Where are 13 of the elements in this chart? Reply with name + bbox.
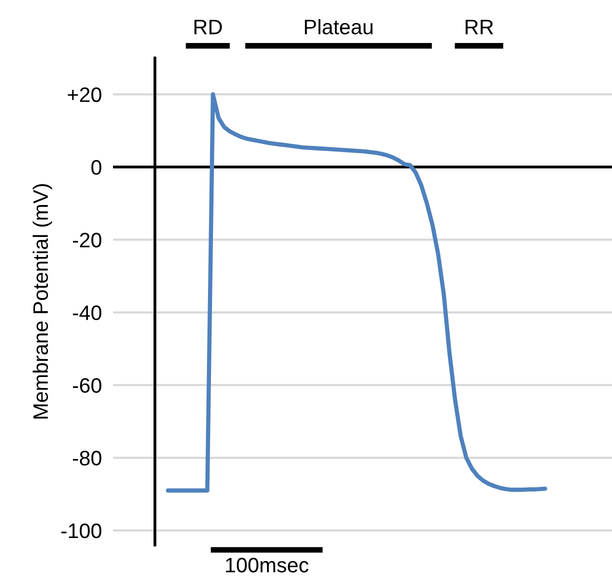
y-tick-label: -20 — [72, 232, 102, 248]
y-tick-label: -40 — [72, 305, 102, 320]
text: Plateau — [304, 19, 372, 34]
y-tick-label: 0 — [91, 160, 102, 175]
text: 100msec — [226, 558, 308, 572]
y-tick-label: -80 — [72, 450, 102, 466]
y-tick-label: +20 — [68, 87, 102, 102]
line-series — [166, 92, 548, 493]
y-axis-title: Membrane Potential (mV) — [32, 184, 52, 418]
y-tick-label: -60 — [72, 378, 102, 393]
text: RD — [194, 20, 222, 34]
y-tick-label: -100 — [61, 523, 102, 538]
text: RR — [466, 20, 494, 34]
